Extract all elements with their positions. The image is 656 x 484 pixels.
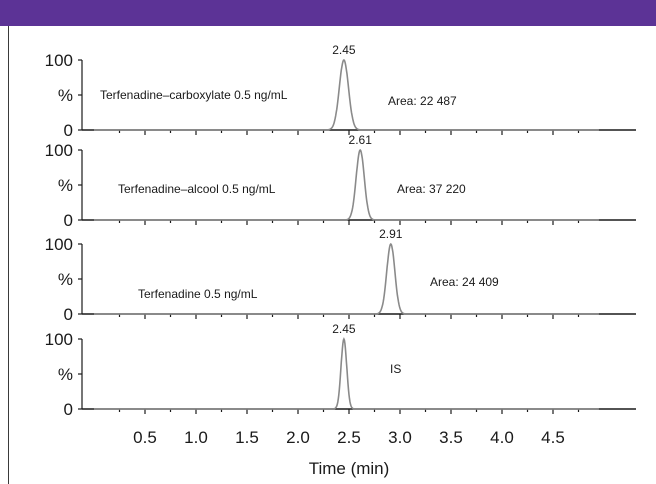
peak-time-label: 2.45 [332,43,356,57]
y-tick-label-100: 100 [45,235,73,254]
analyte-label: IS [390,362,401,376]
chromatogram-panel-2: 100% 0 2.61 Terfenadine–alcool 0.5 ng/mL Are… [45,133,636,230]
peak-area-label: Area: 37 220 [397,182,466,196]
y-tick-label-100: 100 [45,51,73,70]
chromatogram-panel-1: 100% 0 2.45 Terfenadine–carboxylate 0.5 ng/… [45,43,636,140]
top-banner [0,0,656,26]
x-tick-label: 1.0 [184,428,208,447]
y-unit-label: % [58,270,73,289]
peak-trace [94,148,599,221]
x-axis-title: Time (min) [309,459,390,478]
x-tick-label: 0.5 [133,428,157,447]
y-unit-label: % [58,86,73,105]
x-tick-label: 4.0 [490,428,514,447]
peak-area-label: Area: 24 409 [430,275,499,289]
x-tick-label: 4.5 [541,428,565,447]
peak-trace [94,58,599,131]
peak-area-label: Area: 22 487 [388,94,457,108]
x-tick-label: 3.0 [388,428,412,447]
x-tick-label: 3.5 [439,428,463,447]
y-tick-label-0: 0 [64,121,73,140]
x-tick-label: 2.0 [286,428,310,447]
peak-trace [94,337,599,410]
y-tick-label-100: 100 [45,330,73,349]
chromatogram-panel-3: 100% 0 2.91 Terfenadine 0.5 ng/mL Area: 24 4… [45,227,636,324]
peak-trace [94,242,599,315]
peak-time-label: 2.45 [332,322,356,336]
y-tick-label-100: 100 [45,141,73,160]
chromatogram-panel-4: 100% 0 2.45 IS [45,322,636,419]
frame-left-border [8,26,9,484]
y-tick-label-0: 0 [64,400,73,419]
analyte-label: Terfenadine–carboxylate 0.5 ng/mL [100,88,288,102]
y-tick-label-0: 0 [64,211,73,230]
peak-time-label: 2.61 [349,133,373,147]
analyte-label: Terfenadine 0.5 ng/mL [138,287,258,301]
peak-time-label: 2.91 [379,227,403,241]
x-tick-label: 1.5 [235,428,259,447]
y-unit-label: % [58,365,73,384]
x-tick-label: 2.5 [337,428,361,447]
y-unit-label: % [58,176,73,195]
analyte-label: Terfenadine–alcool 0.5 ng/mL [118,182,276,196]
y-tick-label-0: 0 [64,305,73,324]
